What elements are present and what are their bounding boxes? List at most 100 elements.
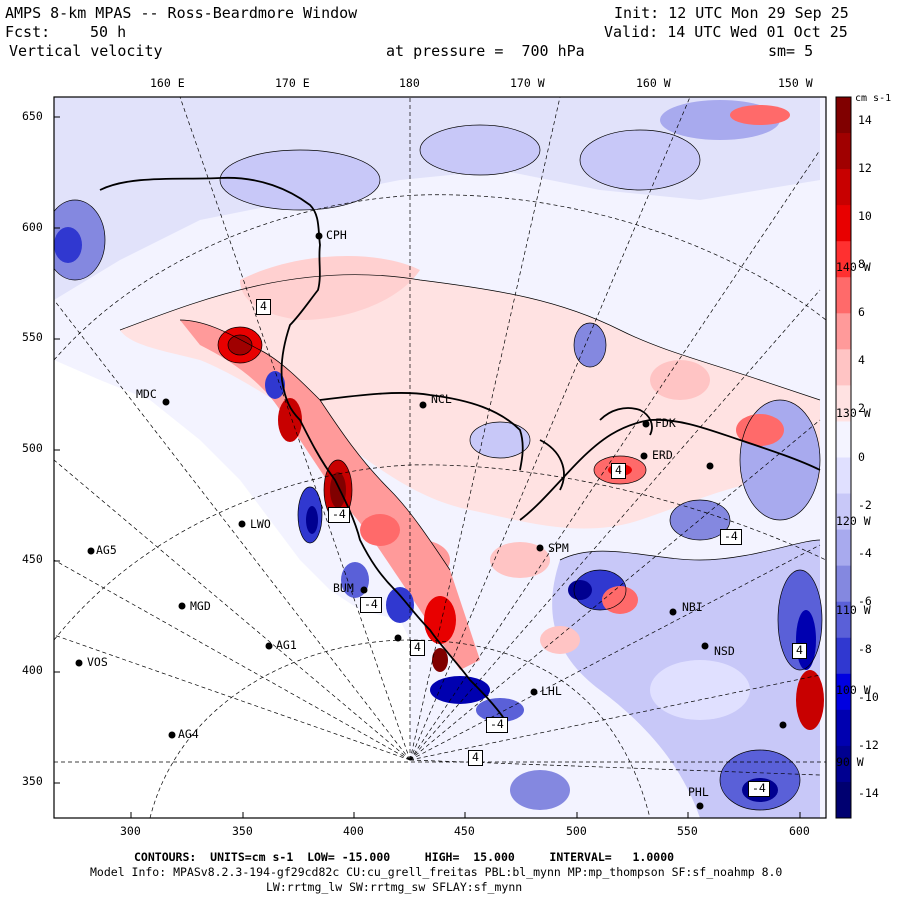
station-marker-spm (536, 544, 544, 552)
downward-motion-area (420, 125, 540, 175)
station-label-nbi: NBI (682, 600, 703, 614)
station-label-bum: BUM (333, 581, 354, 595)
lon-label-top: 170 W (510, 76, 545, 90)
y-tick-label: 550 (22, 330, 43, 344)
station-marker-ncl (419, 401, 427, 409)
station-marker-nsd (701, 642, 709, 650)
colorbar-cell (836, 745, 851, 783)
station-label-fdk: FDK (655, 416, 676, 430)
colorbar-cell (836, 673, 851, 711)
x-tick-label: 600 (789, 824, 810, 838)
colorbar-cell (836, 637, 851, 675)
smoothing: sm= 5 (768, 42, 814, 60)
y-tick-label: 650 (22, 109, 43, 123)
upward-motion-area (120, 274, 820, 529)
downward-motion-area (650, 660, 750, 720)
plot-area (54, 97, 826, 818)
lon-label-right: 140 W (836, 260, 871, 274)
station-label-spm: SPM (548, 541, 569, 555)
no-data-region (54, 360, 410, 818)
station-label-mgd: MGD (190, 599, 211, 613)
upward-motion-area (390, 540, 450, 580)
x-tick-label: 450 (454, 824, 475, 838)
min-value-box: -4 (748, 781, 770, 797)
colorbar-cell (836, 313, 851, 350)
colorbar-label: -14 (858, 785, 879, 800)
colorbar-cell (836, 457, 851, 495)
max-value-box: 4 (792, 643, 807, 659)
upward-motion-area (540, 626, 580, 654)
downward-motion-area (476, 698, 524, 722)
min-value-box: -4 (328, 507, 350, 523)
station-label-phl: PHL (688, 785, 709, 799)
physics-info: LW:rrtmg_lw SW:rrtmg_sw SFLAY:sf_mynn (266, 880, 523, 894)
station-marker-lhl (530, 688, 538, 696)
x-tick-label: 550 (677, 824, 698, 838)
colorbar-cell (836, 349, 851, 386)
downward-motion-area (670, 500, 730, 540)
colorbar-cell (836, 97, 851, 134)
upward-motion-area (730, 105, 790, 125)
pressure-level: at pressure = 700 hPa (386, 42, 585, 60)
downward-motion-area (54, 227, 82, 263)
min-value-box: -4 (360, 597, 382, 613)
upward-motion-area (180, 320, 480, 670)
colorbar-cell (836, 421, 851, 458)
min-value-box: -4 (720, 529, 742, 545)
init-time: Init: 12 UTC Mon 29 Sep 25 (614, 4, 849, 22)
colorbar-label: -12 (858, 737, 879, 752)
station-marker-mdc (162, 398, 170, 406)
colorbar-cell (836, 601, 851, 639)
station-markers (75, 232, 787, 810)
contour-info: CONTOURS: UNITS=cm s-1 LOW= -15.000 HIGH… (134, 850, 675, 864)
station-label-ag1: AG1 (276, 638, 297, 652)
max-value-box: 4 (410, 640, 425, 656)
valid-time: Valid: 14 UTC Wed 01 Oct 25 (604, 23, 848, 41)
lon-label-top: 170 E (275, 76, 310, 90)
colorbar-label: 8 (858, 257, 865, 272)
colorbar (835, 96, 852, 819)
colorbar-label: -4 (858, 545, 872, 560)
lon-label-right: 130 W (836, 406, 871, 420)
x-tick-label: 400 (343, 824, 364, 838)
upward-motion-area (796, 670, 824, 730)
colorbar-units: cm s-1 (855, 93, 892, 104)
downward-motion-area (386, 587, 414, 623)
y-tick-label: 500 (22, 441, 43, 455)
lon-label-right: 90 W (836, 755, 864, 769)
axis-ticks (54, 116, 801, 818)
y-tick-label: 450 (22, 552, 43, 566)
station-label-lhl: LHL (541, 684, 562, 698)
downward-motion-area (568, 580, 592, 600)
station-label-cph: CPH (326, 228, 347, 242)
x-tick-label: 300 (120, 824, 141, 838)
upward-motion-area (240, 256, 420, 320)
colorbar-label: -10 (858, 689, 879, 704)
colorbar-label: -8 (858, 641, 872, 656)
x-tick-label: 350 (232, 824, 253, 838)
max-value-box: 4 (468, 750, 483, 766)
lon-label-right: 100 W (836, 683, 871, 697)
colorbar-cell (836, 133, 851, 170)
colorbar-label: 14 (858, 113, 872, 128)
colorbar-cell (836, 529, 851, 567)
colorbar-label: 2 (858, 401, 865, 416)
station-marker-lwo (238, 520, 246, 528)
station-label-nsd: NSD (714, 644, 735, 658)
lon-label-top: 180 (399, 76, 420, 90)
station-marker-erd (640, 452, 648, 460)
plot-frame (53, 96, 827, 819)
max-value-box: 4 (611, 463, 626, 479)
downward-motion-area (580, 130, 700, 190)
upward-motion-area (228, 335, 252, 355)
colorbar-cell (836, 565, 851, 603)
downward-motion-area (265, 371, 285, 399)
station-marker-cam (394, 634, 402, 642)
upward-motion-area (424, 596, 456, 644)
colorbar-cell (836, 493, 851, 531)
downward-motion-area (306, 506, 318, 534)
upward-motion-area (736, 414, 784, 446)
colorbar-label: -6 (858, 593, 872, 608)
colorbar-cell (836, 385, 851, 422)
colorbar-label: 10 (858, 209, 872, 224)
